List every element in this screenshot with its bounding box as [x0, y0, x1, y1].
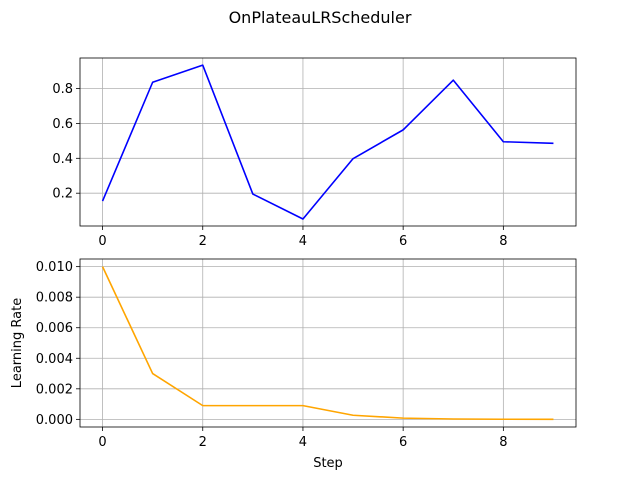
y-tick-label: 0.000 — [36, 413, 73, 428]
x-tick-label: 6 — [399, 435, 407, 450]
y-tick-label: 0.008 — [36, 291, 73, 306]
axes-frame — [79, 258, 577, 428]
y-tick-label: 0.4 — [52, 152, 73, 167]
y-axis-label: Learning Rate — [10, 298, 25, 388]
x-tick-label: 8 — [499, 435, 507, 450]
plot-area — [80, 58, 576, 226]
x-tick-label: 2 — [199, 435, 207, 450]
x-tick-label: 0 — [98, 435, 106, 450]
x-axis-label: Step — [313, 456, 343, 471]
y-tick-label: 0.006 — [36, 321, 73, 336]
y-tick-label: 0.6 — [52, 117, 73, 132]
learning-rate-subplot: 0 2 4 6 8 0.000 0.002 0.004 0.006 0.008 0.010 Step L… — [10, 258, 577, 471]
figure-title: OnPlateauLRScheduler — [229, 8, 412, 27]
x-tick-label: 6 — [399, 234, 407, 249]
x-tick-label: 4 — [299, 234, 307, 249]
plot-area — [80, 259, 576, 427]
x-tick-label: 8 — [499, 234, 507, 249]
x-tick-label: 0 — [98, 234, 106, 249]
y-tick-label: 0.004 — [36, 352, 73, 367]
axes-frame — [79, 57, 577, 227]
y-tick-label: 0.010 — [36, 260, 73, 275]
loss-subplot: 0 2 4 6 8 0.2 0.4 0.6 0.8 — [52, 57, 577, 249]
y-tick-label: 0.8 — [52, 82, 73, 97]
x-tick-label: 4 — [299, 435, 307, 450]
y-tick-label: 0.002 — [36, 382, 73, 397]
x-tick-label: 2 — [199, 234, 207, 249]
series-line-0-0 — [101, 64, 554, 220]
y-tick-label: 0.2 — [52, 187, 73, 202]
series-line-1-0 — [101, 266, 554, 421]
